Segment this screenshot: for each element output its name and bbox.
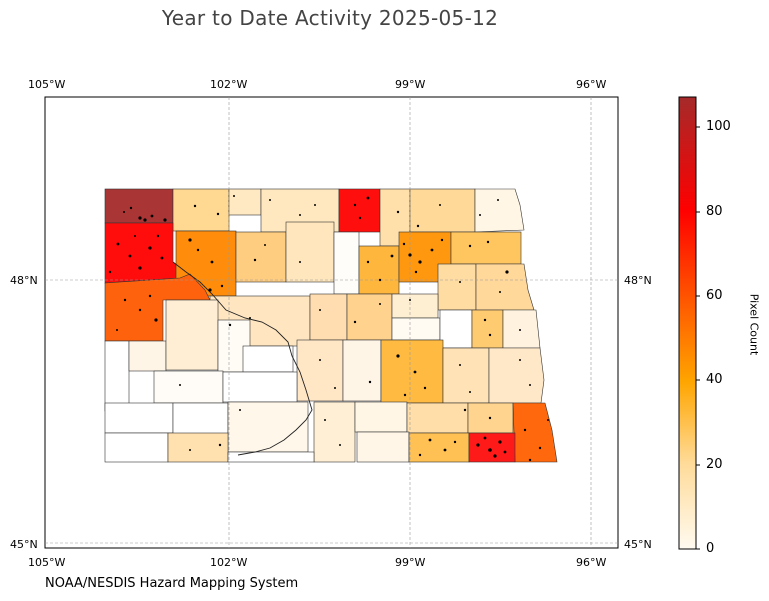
graticule [45, 97, 618, 548]
county-dickey [408, 432, 470, 463]
lon-tick-bottom-102: 102°W [210, 556, 248, 569]
county-grand-forks [475, 263, 535, 311]
lat-tick-right-48: 48°N [624, 274, 652, 287]
county-stark [153, 370, 224, 404]
county-oliver [242, 345, 294, 373]
county-bowman [104, 432, 169, 463]
missouri-river [172, 261, 313, 456]
county-emmons [313, 401, 356, 463]
lat-tick-left-45: 45°N [10, 538, 38, 551]
colorbar-tick-40: 40 [706, 372, 723, 387]
county-billings [128, 340, 167, 372]
lon-tick-top-102: 102°W [210, 78, 248, 91]
colorbar-tick-100: 100 [706, 119, 731, 134]
county-dunn [165, 299, 219, 371]
county-burke [172, 188, 230, 232]
credit-text: NOAA/NESDIS Hazard Mapping System [45, 576, 299, 591]
colorbar [678, 96, 697, 550]
colorbar-tick-0: 0 [706, 541, 715, 556]
county-steele [471, 309, 504, 349]
county-golden-valley [104, 340, 130, 412]
fire-detections [108, 195, 549, 462]
county-grant [227, 401, 309, 453]
county-mcintosh [356, 431, 410, 463]
county-lamoure [406, 402, 469, 434]
colorbar-ticks [696, 126, 700, 550]
county-eddy [391, 293, 439, 319]
county-mchenry [285, 221, 335, 283]
lon-tick-top-96: 96°W [576, 78, 607, 91]
county-foster [391, 317, 441, 341]
county-logan [354, 401, 408, 433]
lat-tick-left-48: 48°N [10, 274, 38, 287]
colorbar-tick-60: 60 [706, 288, 723, 303]
lat-tick-right-45: 45°N [624, 538, 652, 551]
county-slope [104, 402, 174, 434]
county-pierce [333, 231, 360, 295]
lon-tick-bottom-96: 96°W [576, 556, 607, 569]
county-morton [222, 371, 298, 403]
county-polygons [104, 188, 558, 463]
county-wells [346, 293, 393, 341]
county-walsh [450, 231, 522, 265]
county-kidder [342, 339, 382, 402]
county-ward [235, 231, 287, 283]
colorbar-tick-20: 20 [706, 457, 723, 472]
county-stutsman [380, 339, 444, 404]
county-sioux [227, 451, 315, 463]
county-burleigh [296, 339, 344, 402]
county-nelson [437, 263, 477, 311]
county-sargent [468, 432, 516, 463]
lon-tick-bottom-105: 105°W [28, 556, 66, 569]
lon-tick-top-99: 99°W [395, 78, 426, 91]
map-title: Year to Date Activity 2025-05-12 [161, 6, 499, 30]
county-renville [228, 188, 262, 216]
county-adams [167, 432, 229, 463]
county-cavalier [409, 188, 476, 233]
county-rolette [338, 188, 381, 233]
colorbar-tick-80: 80 [706, 204, 723, 219]
county-barnes [442, 347, 490, 404]
county-sheridan [309, 293, 348, 341]
colorbar-label: Pixel Count [747, 293, 761, 356]
lon-tick-bottom-99: 99°W [395, 556, 426, 569]
county-griggs [439, 309, 473, 349]
county-cass [488, 347, 545, 404]
county-traill [502, 309, 541, 349]
county-hettinger [172, 402, 229, 439]
county-pembina [474, 188, 525, 233]
county-benson [358, 245, 400, 295]
lon-tick-top-105: 105°W [28, 78, 66, 91]
